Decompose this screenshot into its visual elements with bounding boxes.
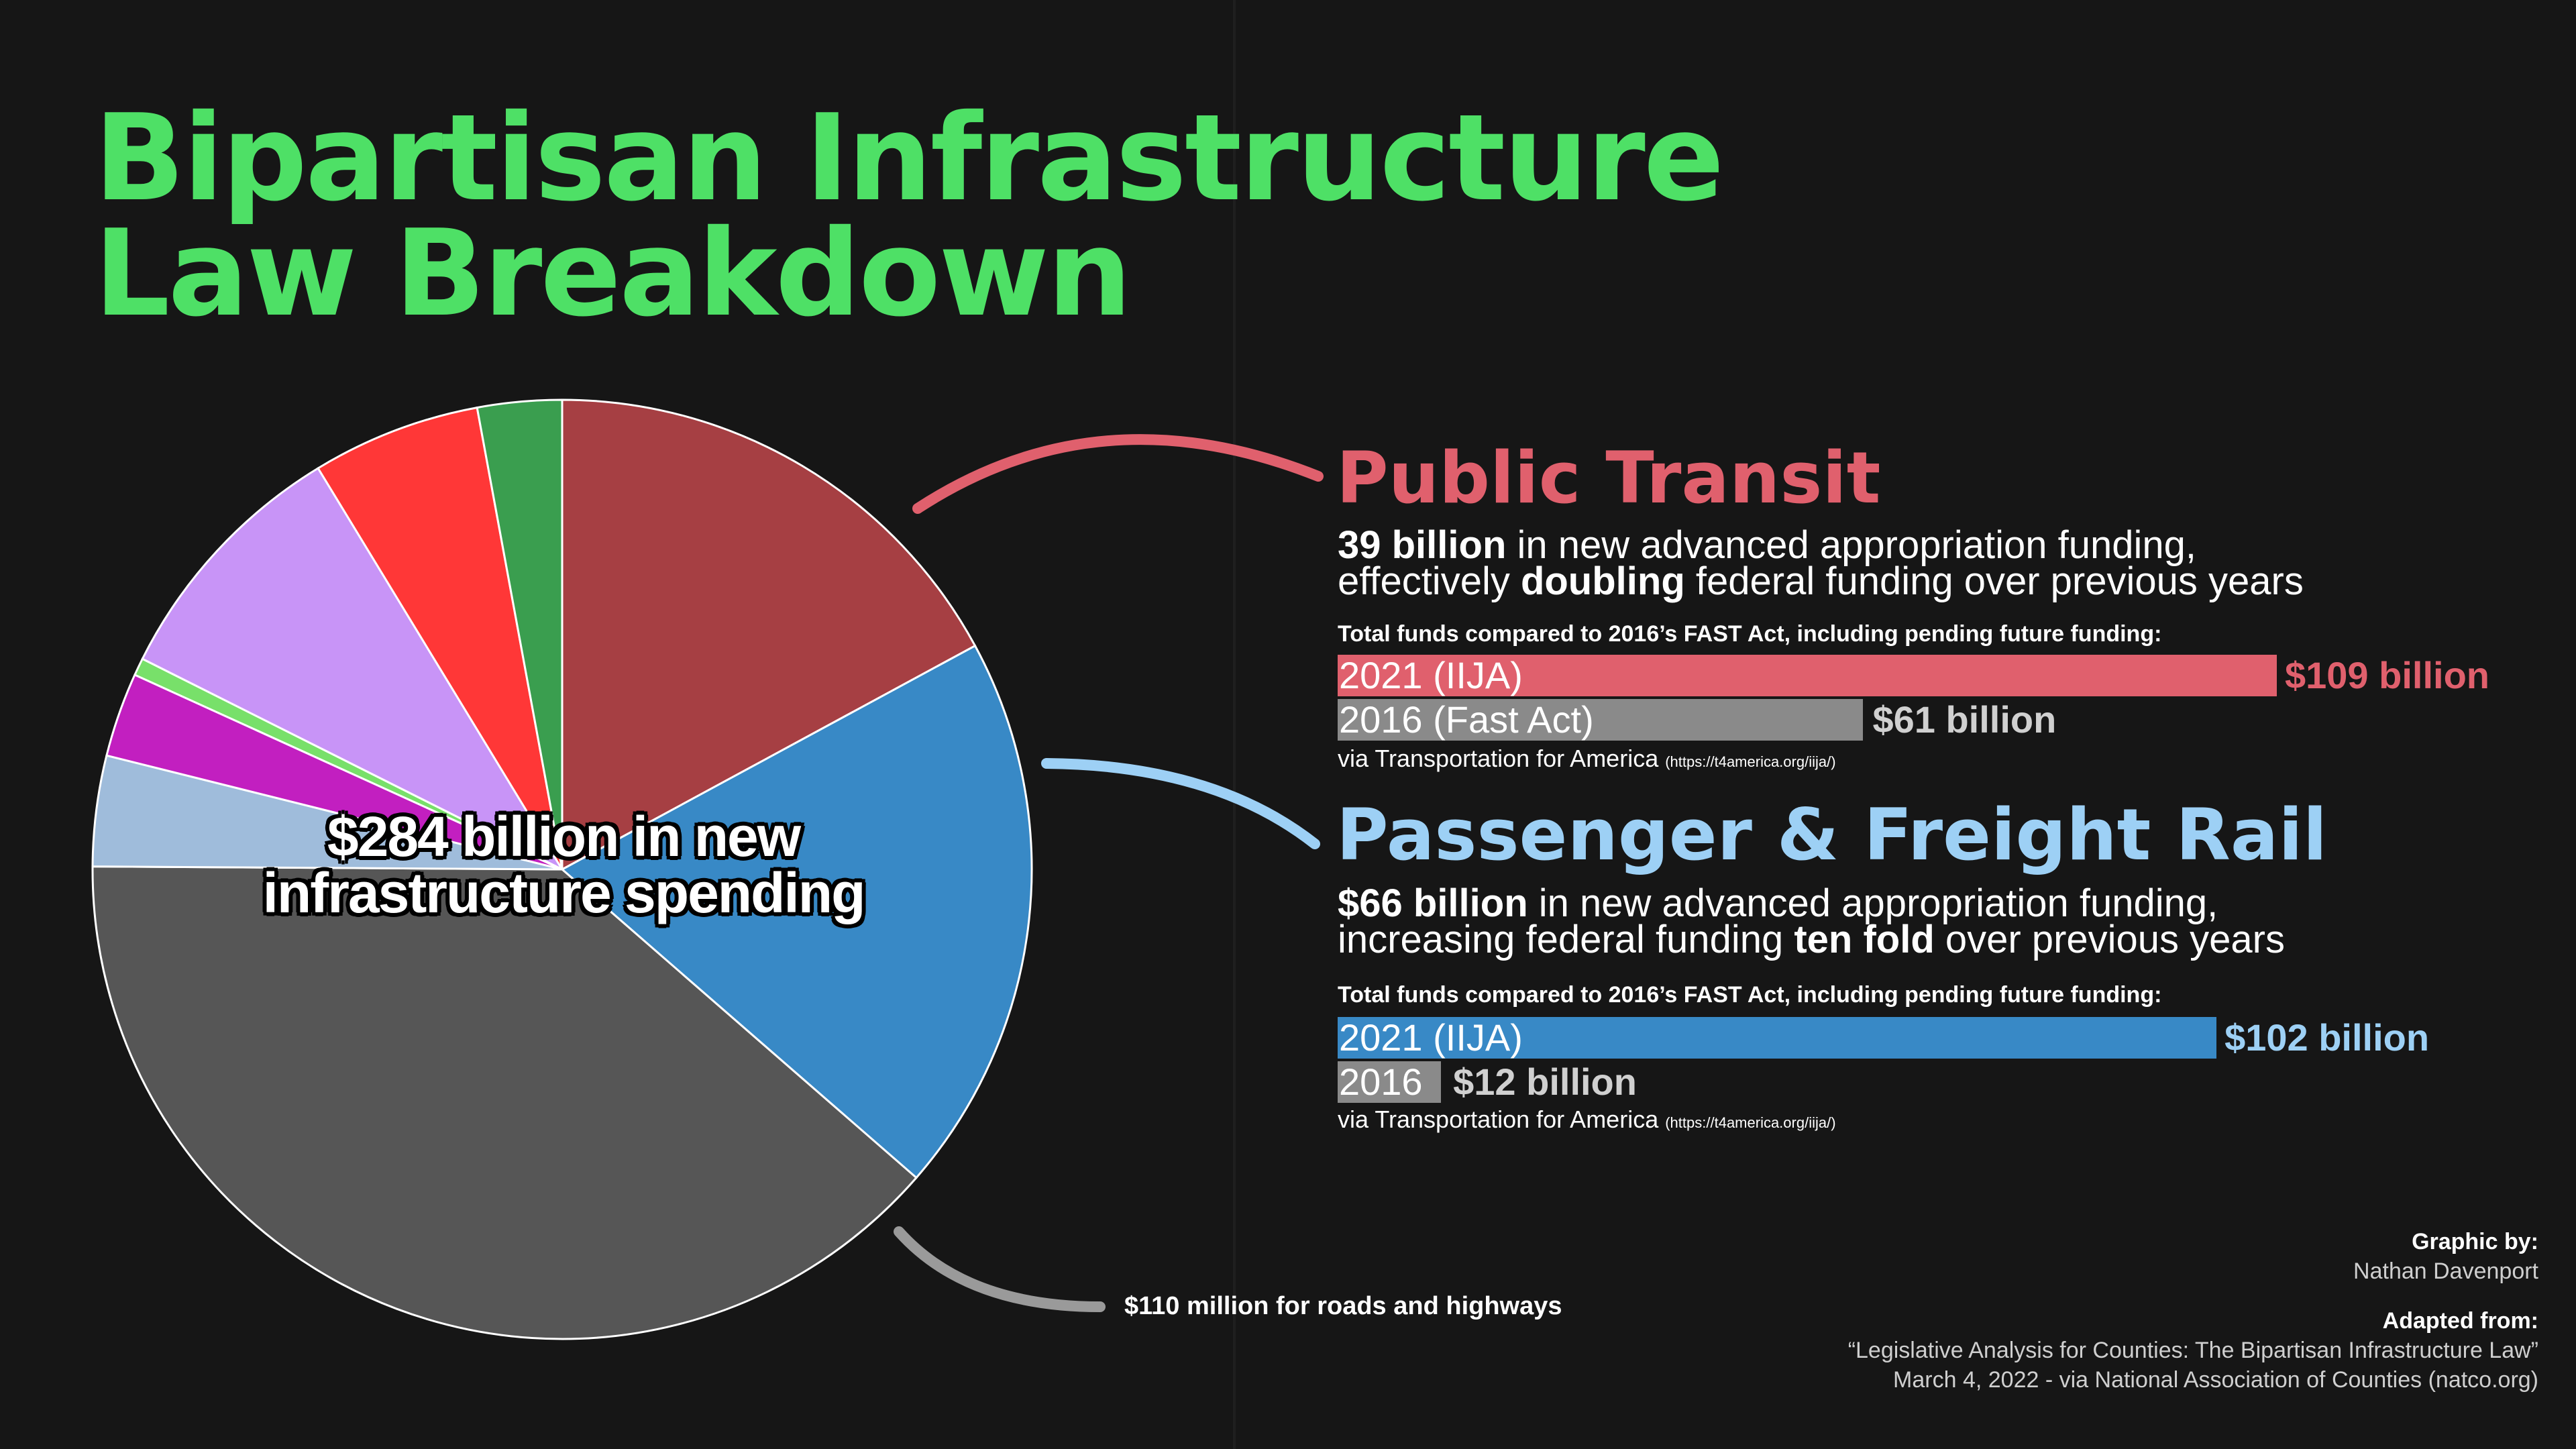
pie-slice-9	[476, 398, 564, 870]
transit-desc-bold-2: doubling	[1520, 559, 1685, 603]
rail-bar-2021: 2021 (IIJA) $102 billion	[1338, 1016, 2429, 1059]
transit-desc-line-2: effectively doubling federal funding ove…	[1338, 562, 2304, 601]
rail-bar-2016-label: 2016	[1339, 1061, 1423, 1103]
pie-center-label: $284 billion in new infrastructure spend…	[141, 808, 986, 921]
transit-bar-2016-label: 2016 (Fast Act)	[1339, 698, 1594, 741]
transit-bar-2021: 2021 (IIJA) $109 billion	[1338, 654, 2489, 696]
rail-desc-line-1: $66 billion in new advanced appropriatio…	[1338, 884, 2285, 923]
transit-source: via Transportation for America (https://…	[1338, 745, 1836, 773]
rail-source: via Transportation for America (https://…	[1338, 1106, 1836, 1134]
credits-adapted-label: Adapted from:	[2382, 1308, 2538, 1334]
transit-bar-2021-value: $109 billion	[2285, 654, 2489, 696]
spending-pie-chart	[91, 398, 1033, 1340]
pie-slice-2	[560, 644, 1033, 1179]
rail-bar-2021-value: $102 billion	[2224, 1016, 2430, 1059]
page-title: Bipartisan Infrastructure Law Breakdown	[94, 89, 1725, 343]
rail-bar-2016: 2016 $12 billion	[1338, 1061, 1637, 1103]
rail-bar-2021-label: 2021 (IIJA)	[1339, 1016, 1523, 1059]
pie-slice-8	[317, 406, 564, 870]
credits-graphic-by: Graphic by:	[2412, 1229, 2538, 1255]
rail-connector-line	[1041, 758, 1320, 849]
credits-graphic-by-label: Graphic by:	[2412, 1229, 2538, 1254]
transit-title: Public Transit	[1336, 437, 1881, 519]
transit-bar-2021-label: 2021 (IIJA)	[1339, 654, 1523, 696]
rail-source-text: via Transportation for America	[1338, 1106, 1659, 1133]
transit-desc-line-1: 39 billion in new advanced appropriation…	[1338, 526, 2304, 565]
title-line-2: Law Breakdown	[94, 204, 1132, 343]
rail-desc-bold-2: ten fold	[1794, 918, 1935, 961]
pie-center-label-line-1: $284 billion in new	[327, 805, 801, 868]
rail-totals-label: Total funds compared to 2016’s FAST Act,…	[1338, 982, 2162, 1008]
transit-description: 39 billion in new advanced appropriation…	[1338, 526, 2304, 601]
transit-desc-pre-2: effectively	[1338, 559, 1521, 603]
pie-slice-1	[561, 398, 977, 871]
credits-author: Nathan Davenport	[2353, 1258, 2538, 1284]
transit-bar-2016-value: $61 billion	[1872, 698, 2057, 741]
transit-bar-2016: 2016 (Fast Act) $61 billion	[1338, 698, 2056, 741]
rail-description: $66 billion in new advanced appropriatio…	[1338, 884, 2285, 959]
rail-desc-bold-1: $66 billion	[1338, 881, 1528, 925]
transit-desc-rest-1: in new advanced appropriation funding,	[1506, 523, 2196, 567]
credits-source-line-2: March 4, 2022 - via National Association…	[1893, 1367, 2538, 1393]
rail-title: Passenger & Freight Rail	[1336, 794, 2328, 876]
transit-desc-bold-1: 39 billion	[1338, 523, 1507, 567]
rail-desc-rest-2: over previous years	[1934, 918, 2285, 961]
roads-label: $110 million for roads and highways	[1124, 1292, 1562, 1320]
roads-connector-line	[894, 1226, 1106, 1312]
rail-source-url: (https://t4america.org/iija/)	[1665, 1114, 1836, 1131]
transit-source-text: via Transportation for America	[1338, 745, 1659, 772]
rail-bar-2016-value: $12 billion	[1453, 1061, 1637, 1103]
pie-center-label-line-2: infrastructure spending	[262, 861, 866, 924]
transit-source-url: (https://t4america.org/iija/)	[1665, 753, 1836, 770]
credits-source-line-1: “Legislative Analysis for Counties: The …	[1847, 1338, 2538, 1363]
pie-slice-3	[91, 865, 918, 1340]
credits-adapted: Adapted from:	[2383, 1308, 2538, 1334]
transit-totals-label: Total funds compared to 2016’s FAST Act,…	[1338, 621, 2162, 647]
rail-desc-pre-2: increasing federal funding	[1338, 918, 1794, 961]
title-line-1: Bipartisan Infrastructure	[94, 89, 1725, 227]
transit-connector-line	[912, 434, 1324, 514]
rail-desc-line-2: increasing federal funding ten fold over…	[1338, 920, 2285, 959]
rail-desc-rest-1: in new advanced appropriation funding,	[1527, 881, 2218, 925]
background-fold-line	[1233, 0, 1236, 1449]
transit-desc-rest-2: federal funding over previous years	[1684, 559, 2304, 603]
pie-slice-7	[141, 466, 565, 872]
